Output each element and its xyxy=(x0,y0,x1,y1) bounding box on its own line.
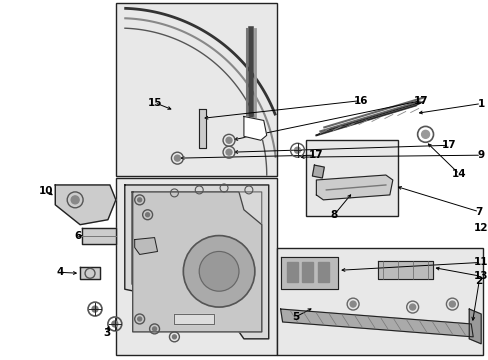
Polygon shape xyxy=(134,238,157,255)
Text: 16: 16 xyxy=(353,96,367,105)
Polygon shape xyxy=(80,267,100,279)
Circle shape xyxy=(172,335,176,339)
Polygon shape xyxy=(199,108,206,148)
Text: 6: 6 xyxy=(74,231,81,240)
Bar xyxy=(116,178,276,355)
Text: 8: 8 xyxy=(330,210,337,220)
Polygon shape xyxy=(286,262,297,282)
Circle shape xyxy=(225,137,231,143)
Text: 17: 17 xyxy=(441,140,456,150)
Text: 15: 15 xyxy=(147,98,162,108)
Polygon shape xyxy=(55,185,116,225)
Bar xyxy=(306,140,397,216)
Polygon shape xyxy=(316,102,423,135)
Text: 5: 5 xyxy=(291,312,299,322)
Polygon shape xyxy=(124,185,268,339)
Polygon shape xyxy=(312,165,324,178)
Circle shape xyxy=(199,252,239,291)
Polygon shape xyxy=(280,257,338,289)
Polygon shape xyxy=(244,117,266,140)
Circle shape xyxy=(409,304,415,310)
Circle shape xyxy=(448,301,454,307)
Circle shape xyxy=(294,147,300,153)
Text: 7: 7 xyxy=(474,207,482,217)
Polygon shape xyxy=(280,309,472,337)
Bar xyxy=(116,3,276,176)
Circle shape xyxy=(71,196,79,204)
Circle shape xyxy=(138,317,142,321)
Circle shape xyxy=(112,321,118,327)
Text: 14: 14 xyxy=(451,169,466,179)
Polygon shape xyxy=(377,261,432,279)
Polygon shape xyxy=(318,262,328,282)
Circle shape xyxy=(421,130,428,138)
Text: 3: 3 xyxy=(103,328,110,338)
Text: 11: 11 xyxy=(473,257,488,267)
Text: 17: 17 xyxy=(308,150,323,160)
Circle shape xyxy=(225,149,231,155)
Text: 13: 13 xyxy=(473,271,488,281)
Text: 1: 1 xyxy=(477,99,484,109)
Text: 12: 12 xyxy=(473,222,488,233)
Circle shape xyxy=(152,327,156,331)
Text: 4: 4 xyxy=(57,267,64,277)
Polygon shape xyxy=(316,175,392,200)
Circle shape xyxy=(349,301,355,307)
Polygon shape xyxy=(174,314,214,324)
Circle shape xyxy=(183,235,254,307)
Circle shape xyxy=(92,306,98,312)
Polygon shape xyxy=(302,262,313,282)
Polygon shape xyxy=(82,228,116,243)
Text: 10: 10 xyxy=(39,186,54,196)
Text: 2: 2 xyxy=(475,276,482,286)
Circle shape xyxy=(138,198,142,202)
Polygon shape xyxy=(132,192,261,332)
Bar xyxy=(276,248,482,355)
Text: 9: 9 xyxy=(477,150,484,160)
Text: 17: 17 xyxy=(413,96,428,105)
Circle shape xyxy=(174,155,180,161)
Polygon shape xyxy=(468,309,480,344)
Circle shape xyxy=(145,213,149,217)
